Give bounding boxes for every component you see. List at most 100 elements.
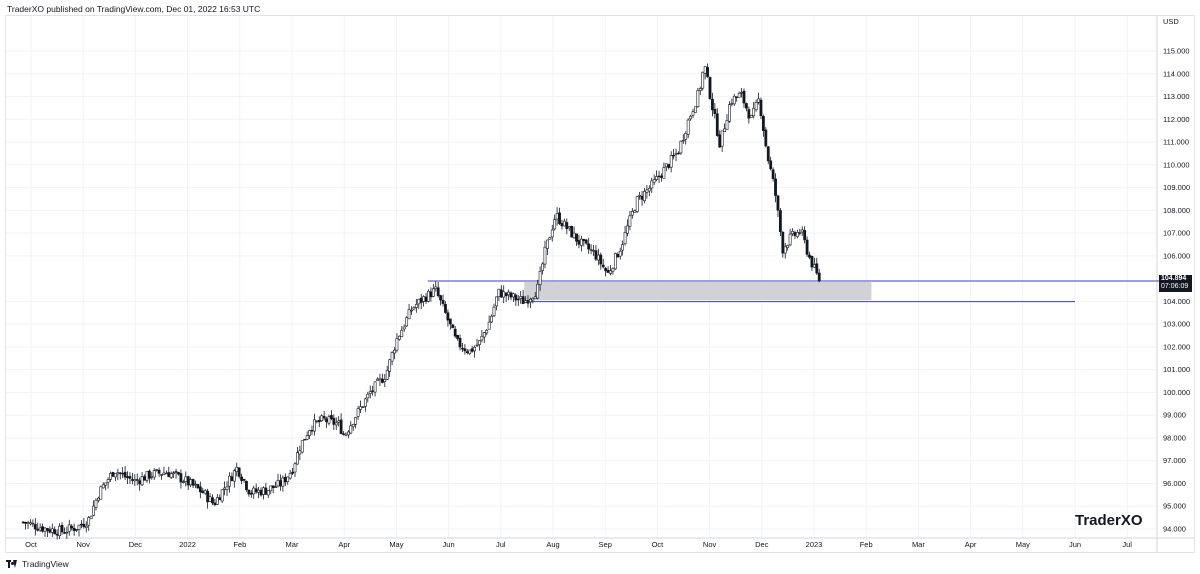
y-tick-label: 112.000 (1163, 115, 1190, 124)
chart-frame (5, 15, 1195, 553)
candle-body (803, 230, 807, 241)
candle-body (281, 477, 285, 487)
y-tick-label: 98.000 (1163, 433, 1186, 442)
candle-body (371, 390, 375, 392)
candle-body (75, 529, 78, 531)
candle-body (475, 344, 479, 347)
y-tick-label: 114.000 (1163, 69, 1190, 78)
candle-body (147, 470, 151, 479)
candle-body (524, 300, 527, 303)
candle-body (308, 430, 311, 436)
candle-body (388, 359, 392, 372)
candle-body (507, 291, 510, 296)
x-tick-label: Oct (25, 540, 38, 549)
candle-body (567, 226, 571, 229)
candle-body (504, 292, 508, 297)
candle-body (33, 524, 37, 530)
candle-body (334, 422, 338, 426)
y-tick-label: 99.000 (1163, 411, 1186, 420)
candle-body (521, 296, 525, 305)
candle-body (259, 489, 263, 496)
candle-body (728, 104, 731, 122)
candle-body (419, 297, 423, 303)
candle-body (89, 515, 93, 520)
candle-body (526, 300, 530, 304)
candle-body (533, 296, 537, 300)
candle-body (380, 378, 384, 383)
candle-body (545, 239, 549, 249)
x-tick-label: Feb (860, 540, 873, 549)
candle-body (541, 263, 544, 271)
candle-body (359, 406, 362, 410)
y-tick-label: 108.000 (1163, 206, 1190, 215)
candle-body (99, 486, 103, 500)
candle-body (720, 130, 724, 147)
footer-brand-label: TradingView (22, 559, 69, 569)
candle-body (613, 253, 617, 270)
candle-body (271, 485, 275, 489)
candle-body (429, 291, 433, 298)
candle-body (529, 298, 532, 303)
candle-body (485, 330, 489, 334)
candle-body (344, 433, 348, 436)
candle-body (783, 246, 787, 254)
candle-body (247, 489, 251, 495)
candle-body (363, 398, 367, 407)
candle-body (594, 250, 598, 260)
candle-body (213, 502, 217, 506)
candle-body (104, 482, 108, 486)
candle-body (405, 317, 409, 327)
candle-body (604, 267, 608, 272)
candle-body (436, 287, 440, 296)
candle-body (118, 472, 122, 474)
candle-body (143, 476, 146, 481)
candle-body (264, 487, 268, 495)
candle-body (451, 324, 455, 329)
candle-body (708, 77, 712, 99)
candle-body (562, 220, 566, 227)
candle-body (179, 473, 183, 483)
y-tick-label: 109.000 (1163, 183, 1190, 192)
candle-body (395, 338, 399, 351)
candle-body (82, 523, 86, 528)
x-tick-label: Dec (755, 540, 769, 549)
candle-body (194, 483, 197, 486)
last-price-tag: 104.894 07:06:09 (1159, 275, 1192, 292)
candle-body (390, 352, 394, 362)
candle-body (492, 306, 496, 317)
candle-body (630, 211, 634, 216)
candle-body (808, 254, 811, 258)
candle-body (298, 450, 302, 455)
candle-body (101, 484, 105, 489)
x-tick-label: Dec (129, 540, 143, 549)
candle-body (558, 212, 561, 224)
candle-body (577, 240, 581, 245)
y-tick-label: 106.000 (1163, 251, 1190, 260)
candle-body (339, 419, 343, 434)
x-tick-label: Jul (496, 540, 506, 549)
candle-body (346, 431, 350, 436)
candle-body (58, 525, 61, 536)
candle-body (196, 484, 200, 489)
candle-body (150, 475, 154, 478)
candle-body (211, 497, 214, 504)
candle-body (771, 169, 775, 179)
candle-body (130, 479, 134, 481)
candle-body (155, 469, 159, 471)
candle-body (531, 298, 535, 301)
candle-body (191, 479, 195, 486)
candle-body (815, 263, 819, 274)
candle-body (249, 492, 253, 495)
candle-body (638, 195, 642, 197)
candle-body (470, 348, 474, 352)
candle-body (55, 533, 59, 536)
candle-body (53, 529, 57, 535)
candle-body (448, 318, 452, 325)
x-tick-label: Oct (652, 540, 665, 549)
candle-body (764, 129, 768, 147)
candle-body (732, 95, 736, 105)
candle-body (152, 470, 156, 478)
x-tick-label: Apr (965, 540, 977, 549)
footer-brand[interactable]: TradingView (6, 559, 69, 569)
